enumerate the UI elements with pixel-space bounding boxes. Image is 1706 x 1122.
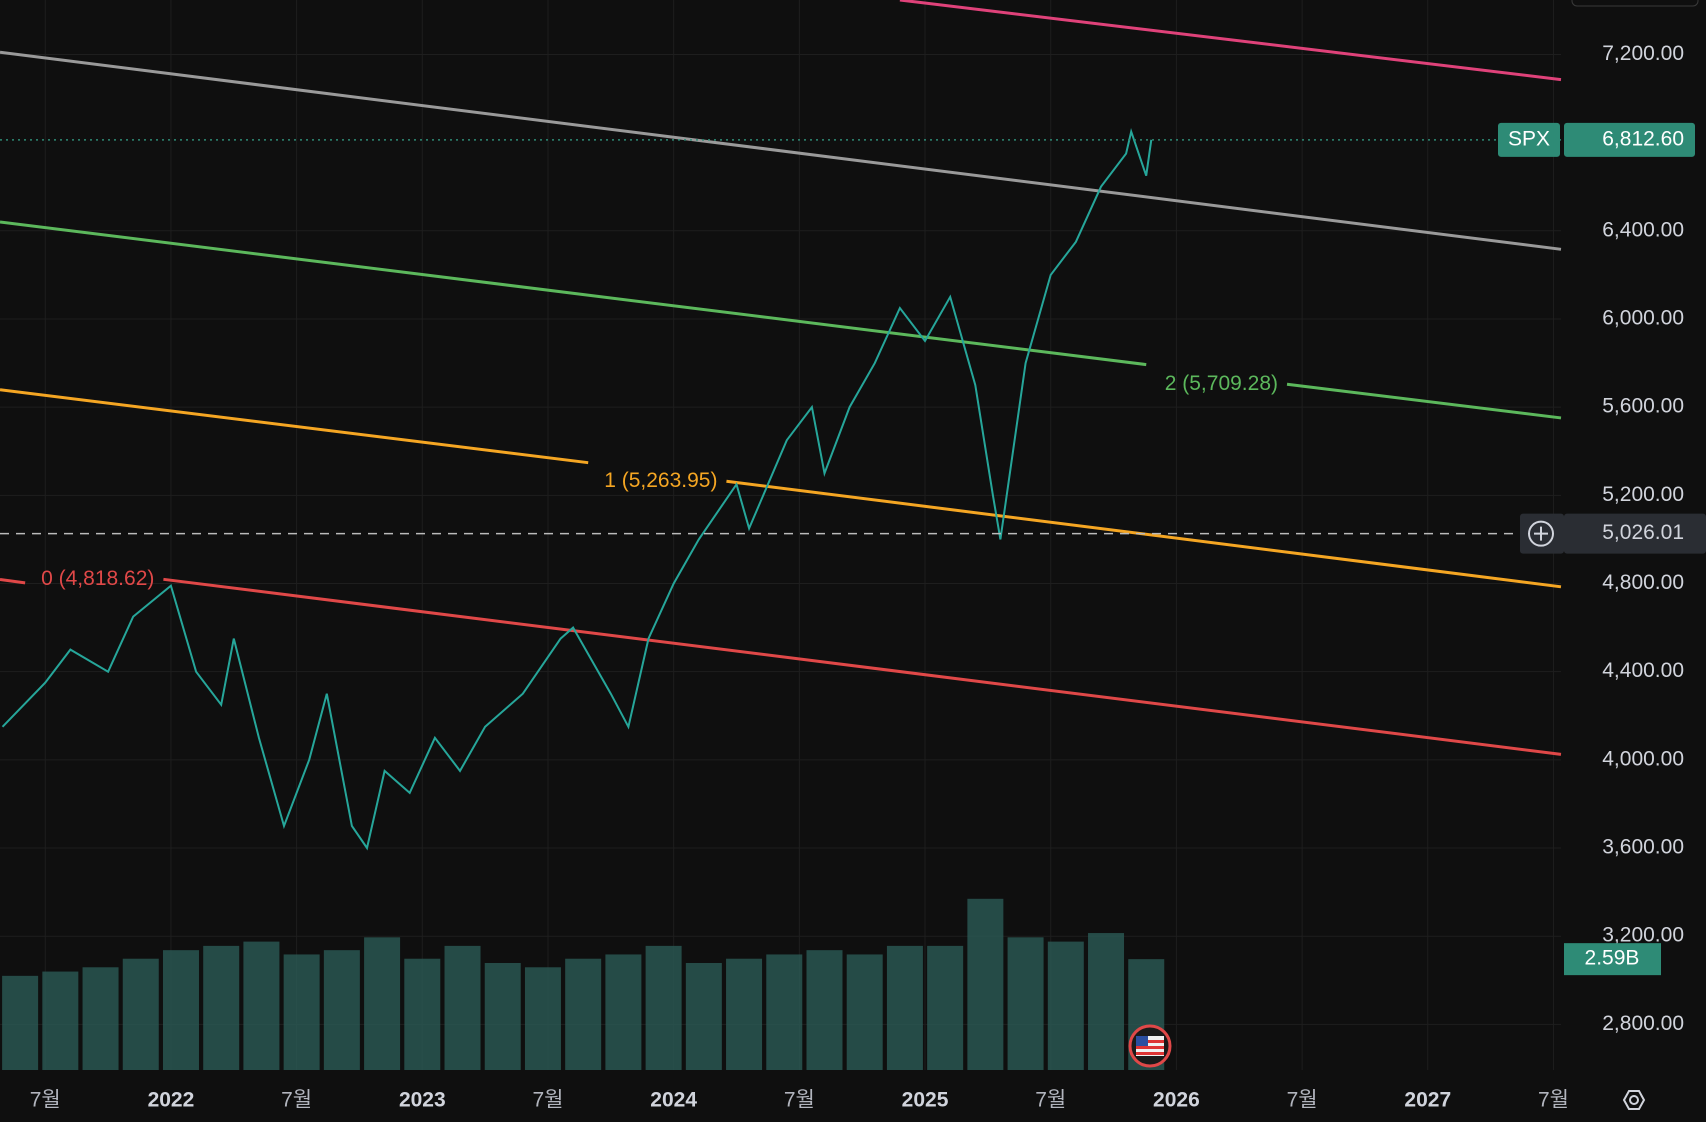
flag-icon[interactable] [1128, 1024, 1172, 1068]
volume-bar [726, 958, 763, 1070]
x-tick-label: 7월 [784, 1089, 815, 1112]
volume-bar [243, 941, 280, 1070]
y-tick-label: 4,400.00 [1602, 659, 1684, 682]
x-tick-label: 2027 [1404, 1089, 1451, 1112]
x-tick-label: 2022 [148, 1089, 195, 1112]
volume-bar [967, 898, 1004, 1070]
volume-bar [2, 975, 39, 1070]
x-tick-label: 2025 [902, 1089, 949, 1112]
plus-icon [1528, 520, 1554, 547]
x-tick-label: 7월 [281, 1089, 312, 1112]
volume-bar [484, 963, 521, 1070]
volume-tag [1564, 943, 1661, 976]
volume-bar [82, 967, 119, 1070]
fib-line [0, 220, 1147, 367]
fib-line [0, 50, 1562, 251]
y-tick-label: 5,200.00 [1602, 483, 1684, 506]
x-tick-label: 7월 [1035, 1089, 1066, 1112]
y-tick-label: 5,600.00 [1602, 395, 1684, 418]
fib-line [899, 0, 1562, 82]
plus-icon [1534, 526, 1548, 541]
x-tick-label: 2023 [399, 1089, 446, 1112]
y-tick-label: 6,400.00 [1602, 218, 1684, 241]
fib-line [1286, 382, 1562, 420]
fib-label: 2 (5,709.28) [1165, 372, 1278, 395]
volume-bar [685, 963, 722, 1070]
volume-bar [645, 945, 682, 1070]
price-line [1, 127, 1153, 851]
x-tick-label: 7월 [1287, 1089, 1318, 1112]
fib-line [0, 388, 589, 465]
volume-bar [886, 945, 923, 1070]
symbol-tag [1498, 122, 1560, 157]
fib-line [0, 578, 26, 585]
volume-bar [927, 945, 964, 1070]
crosshair-tag-text: 5,026.01 [1602, 521, 1684, 544]
volume-bar [323, 950, 360, 1070]
volume-bar [404, 958, 441, 1070]
volume-bar [444, 945, 481, 1070]
volume-bar [364, 937, 401, 1070]
fib-label: 0 (4,818.62) [41, 567, 154, 590]
volume-bar [565, 958, 602, 1070]
volume-bar [162, 950, 199, 1070]
symbol-tag-text: SPX [1508, 127, 1550, 150]
x-tick-label: 7월 [30, 1089, 61, 1112]
volume-bar [605, 954, 642, 1070]
volume-bar [1088, 933, 1125, 1070]
toolbar-box[interactable] [1571, 0, 1699, 7]
volume-bar [122, 958, 159, 1070]
x-tick-label: 2026 [1153, 1089, 1200, 1112]
volume-tag-text: 2.59B [1585, 947, 1640, 970]
y-tick-label: 4,000.00 [1602, 747, 1684, 770]
price-tag-text: 6,812.60 [1602, 127, 1684, 150]
volume-bar [766, 954, 803, 1070]
crosshair-tag [1564, 513, 1706, 554]
settings-icon[interactable] [1622, 1090, 1646, 1110]
y-tick-label: 2,800.00 [1602, 1012, 1684, 1035]
volume-bar [42, 971, 79, 1070]
x-tick-label: 7월 [532, 1089, 563, 1112]
y-tick-label: 3,200.00 [1602, 924, 1684, 947]
volume-bar [846, 954, 883, 1070]
price-tag [1564, 122, 1695, 157]
y-tick-label: 3,600.00 [1602, 836, 1684, 859]
x-tick-label: 2024 [650, 1089, 697, 1112]
volume-bar [283, 954, 320, 1070]
volume-bar [1007, 937, 1044, 1070]
volume-bar [524, 967, 561, 1070]
volume-bar [203, 945, 240, 1070]
y-tick-label: 6,000.00 [1602, 307, 1684, 330]
y-tick-label: 4,800.00 [1602, 571, 1684, 594]
volume-bar [1047, 941, 1084, 1070]
y-tick-label: 7,200.00 [1602, 42, 1684, 65]
fib-line [163, 577, 1562, 756]
x-tick-label: 7월 [1538, 1089, 1569, 1112]
volume-bar [806, 950, 843, 1070]
fib-label: 1 (5,263.95) [604, 469, 717, 492]
